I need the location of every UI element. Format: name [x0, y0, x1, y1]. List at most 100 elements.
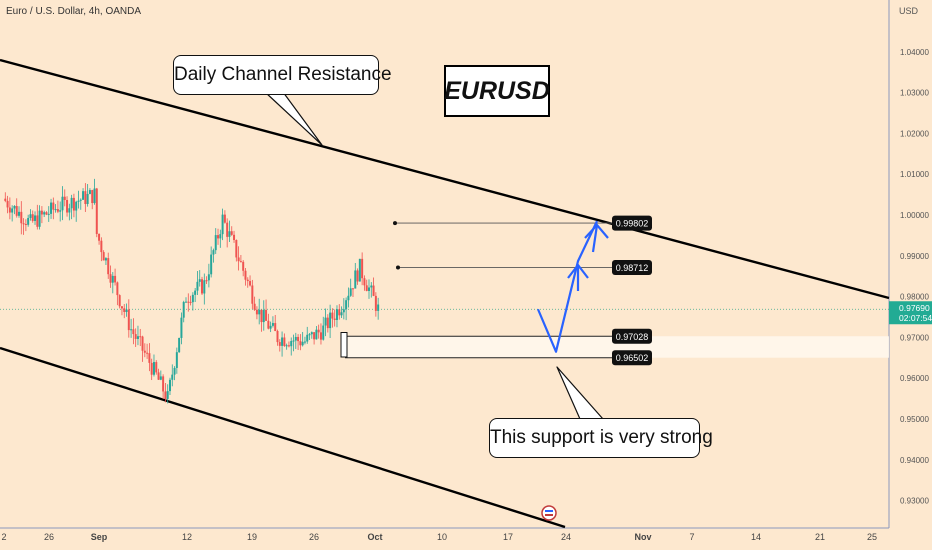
candle-body [50, 202, 53, 214]
price-badge-text: 0.96502 [616, 353, 649, 363]
candle-body [15, 205, 18, 216]
candle-body [79, 199, 82, 201]
candle-body [104, 258, 107, 261]
zone-marker [340, 332, 348, 358]
y-tick-label: 0.94000 [900, 456, 929, 465]
candle-body [374, 295, 377, 311]
candle-body [162, 376, 165, 392]
candle-body [116, 282, 119, 296]
candle-body [52, 202, 55, 210]
y-tick-label: 0.99000 [900, 252, 929, 261]
candle-body [63, 196, 66, 201]
candle-body [365, 285, 368, 291]
candle-body [210, 254, 213, 275]
candle-body [45, 212, 48, 215]
candle-body [134, 334, 137, 339]
symbol-label[interactable]: Euro / U.S. Dollar, 4h, OANDA [6, 6, 142, 17]
candle-body [313, 332, 316, 340]
candle-body [370, 285, 373, 288]
countdown-text: 02:07:54 [899, 313, 932, 323]
candle-body [20, 211, 23, 224]
candle-body [38, 210, 41, 227]
candle-body [182, 302, 185, 318]
candle-body [297, 336, 300, 342]
candle-body [91, 190, 94, 204]
x-tick-label: 7 [689, 532, 694, 542]
candle-body [235, 240, 238, 258]
x-tick-label: 17 [503, 532, 513, 542]
candle-body [43, 212, 46, 215]
candle-body [278, 342, 281, 346]
candle-body [70, 197, 73, 209]
candle-body [310, 332, 313, 335]
candle-body [345, 300, 348, 310]
candle-body [24, 224, 27, 226]
candle-body [111, 275, 114, 283]
candle-body [36, 215, 39, 227]
price-badge-text: 0.98712 [616, 263, 649, 273]
candle-body [125, 309, 128, 312]
candle-body [139, 336, 142, 338]
candle-body [265, 309, 268, 321]
y-tick-label: 0.93000 [900, 497, 929, 506]
candle-body [123, 308, 126, 312]
candle-body [271, 323, 274, 326]
price-badge-text: 0.97028 [616, 332, 649, 342]
candle-body [317, 329, 320, 333]
candle-body [294, 336, 297, 341]
candle-body [255, 309, 258, 315]
candle-body [281, 337, 284, 346]
candle-body [88, 190, 91, 194]
price-axis-panel [889, 0, 932, 550]
economic-event-icon-stripe [545, 514, 553, 516]
candle-body [267, 320, 270, 329]
candle-body [136, 336, 139, 339]
candle-body [47, 213, 50, 215]
x-tick-label: 26 [309, 532, 319, 542]
candle-body [173, 367, 176, 375]
x-tick-label: 21 [815, 532, 825, 542]
candle-body [130, 329, 133, 331]
price-badge [612, 260, 652, 276]
last-price-badge [889, 301, 932, 325]
candle-body [13, 205, 16, 209]
candle-body [230, 231, 233, 235]
x-tick-label: 25 [867, 532, 877, 542]
candle-body [301, 341, 304, 346]
level-dot [393, 221, 397, 226]
candle-body [205, 280, 208, 282]
projection-shaft-2 [591, 224, 599, 253]
last-price-text: 0.97690 [899, 303, 930, 313]
currency-label: USD [899, 6, 919, 16]
candle-body [242, 261, 245, 271]
support-callout: This support is very strong [489, 418, 713, 458]
x-tick-label: 14 [751, 532, 761, 542]
candle-body [157, 372, 160, 380]
candle-body [34, 215, 37, 221]
x-tick-label: Oct [367, 532, 382, 542]
candle-body [201, 279, 204, 294]
projection-path [536, 220, 598, 353]
x-tick-label: Nov [634, 532, 651, 542]
candle-body [107, 258, 110, 275]
candle-body [109, 274, 112, 283]
candle-body [148, 353, 151, 363]
candle-body [260, 309, 263, 323]
candle-body [338, 309, 341, 316]
candle-body [171, 374, 174, 380]
support-pointer [556, 366, 604, 420]
price-badge [612, 215, 652, 231]
economic-event-icon-stripe [545, 510, 553, 512]
x-tick-label: Sep [91, 532, 108, 542]
candle-body [93, 188, 96, 204]
level-dot [396, 265, 400, 270]
price-badge-text: 0.99802 [616, 219, 649, 229]
candle-body [187, 301, 190, 303]
candle-body [68, 208, 71, 213]
channel-support-line [0, 346, 566, 529]
x-tick-label: 10 [437, 532, 447, 542]
candle-body [29, 214, 32, 218]
y-tick-label: 0.98000 [900, 293, 929, 302]
candle-body [189, 301, 192, 303]
